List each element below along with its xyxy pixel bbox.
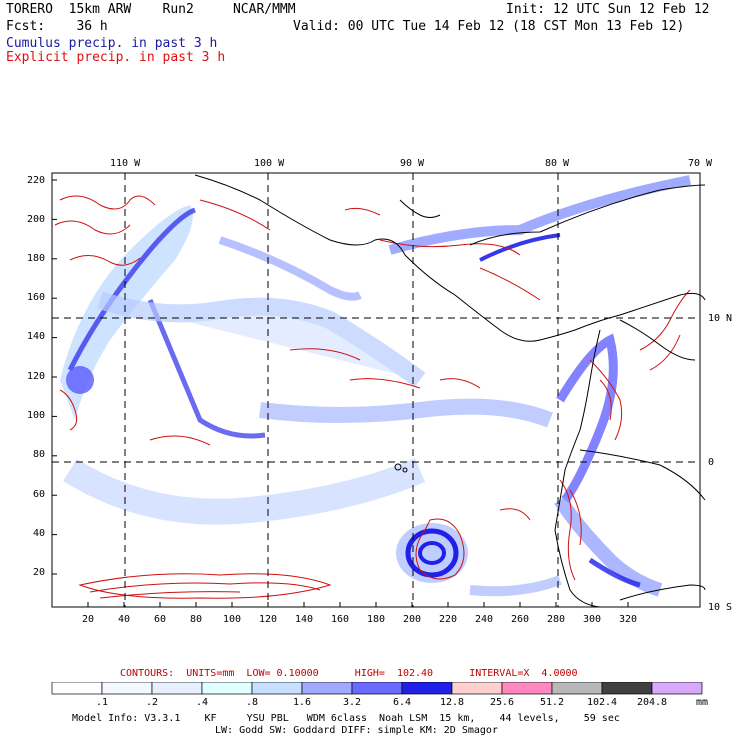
colorbar-cell <box>601 682 653 695</box>
colorbar-label: 6.4 <box>392 697 412 708</box>
colorbar-cell <box>651 682 703 695</box>
colorbar-unit: mm <box>696 697 709 708</box>
x-tick-label: 180 <box>367 614 386 625</box>
lon-label-90w: 90 W <box>400 158 425 169</box>
colorbar-cell <box>101 682 153 695</box>
x-tick-label: 140 <box>295 614 314 625</box>
colorbar-label: 204.8 <box>636 697 668 708</box>
x-tick-label: 160 <box>331 614 350 625</box>
model-info: Model Info: V3.3.1 KF YSU PBL WDM 6class… <box>72 713 620 724</box>
colorbar-label: .8 <box>245 697 259 708</box>
y-tick-label: 180 <box>27 253 46 264</box>
lon-label-110w: 110 W <box>110 158 141 169</box>
colorbar-label: .4 <box>195 697 209 708</box>
y-tick-label: 160 <box>27 292 46 303</box>
colorbar-label: 12.8 <box>439 697 465 708</box>
x-tick-label: 80 <box>190 614 203 625</box>
x-tick-label: 240 <box>475 614 494 625</box>
colorbar-cell <box>401 682 453 695</box>
lon-label-70w: 70 W <box>688 158 713 169</box>
x-tick-label: 220 <box>439 614 458 625</box>
colorbar-cell <box>201 682 253 695</box>
x-tick-label: 320 <box>619 614 638 625</box>
y-tick-label: 120 <box>27 371 46 382</box>
cumulus-precip-shading <box>60 175 691 597</box>
lon-label-100w: 100 W <box>254 158 285 169</box>
lat-label-0: 0 <box>708 457 715 468</box>
coastlines <box>194 174 706 608</box>
y-tick-label: 220 <box>27 175 46 186</box>
colorbar-cell <box>251 682 303 695</box>
colorbar-label: 51.2 <box>539 697 565 708</box>
x-tick-label: 40 <box>118 614 131 625</box>
legend-explicit: Explicit precip. in past 3 h <box>6 50 226 65</box>
contours-info: CONTOURS: UNITS=mm LOW= 0.10000 HIGH= 10… <box>120 668 578 679</box>
forecast-hour: Fcst: 36 h <box>6 19 108 34</box>
physics-info: LW: Godd SW: Goddard DIFF: simple KM: 2D… <box>215 725 498 736</box>
x-tick-label: 60 <box>154 614 167 625</box>
colorbar-cell <box>351 682 403 695</box>
x-tick-label: 300 <box>583 614 602 625</box>
colorbar-label: 25.6 <box>489 697 515 708</box>
colorbar-label: 102.4 <box>586 697 618 708</box>
colorbar-cell <box>151 682 203 695</box>
colorbar <box>51 682 703 695</box>
y-tick-label: 60 <box>33 489 46 500</box>
y-tick-label: 40 <box>33 528 46 539</box>
colorbar-label: .1 <box>95 697 109 708</box>
axis-ticks <box>52 179 629 607</box>
y-tick-label: 80 <box>33 449 46 460</box>
graticule <box>52 173 700 607</box>
model-title: TORERO 15km ARW Run2 NCAR/MMM <box>6 2 296 17</box>
colorbar-label: 1.6 <box>292 697 312 708</box>
legend-cumulus: Cumulus precip. in past 3 h <box>6 36 218 51</box>
y-tick-label: 100 <box>27 410 46 421</box>
x-tick-label: 260 <box>511 614 530 625</box>
colorbar-label: .2 <box>145 697 159 708</box>
colorbar-cell <box>451 682 503 695</box>
lat-label-10s: 10 S <box>708 602 733 613</box>
init-time: Init: 12 UTC Sun 12 Feb 12 <box>506 2 710 17</box>
x-tick-label: 20 <box>82 614 95 625</box>
explicit-precip-contours <box>54 195 691 599</box>
colorbar-cell <box>551 682 603 695</box>
x-tick-label: 200 <box>403 614 422 625</box>
y-tick-label: 200 <box>27 214 46 225</box>
x-tick-label: 280 <box>547 614 566 625</box>
colorbar-cell <box>51 682 103 695</box>
colorbar-label: 3.2 <box>342 697 362 708</box>
lon-label-80w: 80 W <box>545 158 570 169</box>
x-tick-label: 100 <box>223 614 242 625</box>
x-tick-label: 120 <box>259 614 278 625</box>
colorbar-cell <box>501 682 553 695</box>
y-tick-label: 20 <box>33 567 46 578</box>
colorbar-cell <box>301 682 353 695</box>
valid-time: Valid: 00 UTC Tue 14 Feb 12 (18 CST Mon … <box>293 19 685 34</box>
lat-label-10n: 10 N <box>708 313 733 324</box>
y-tick-label: 140 <box>27 331 46 342</box>
